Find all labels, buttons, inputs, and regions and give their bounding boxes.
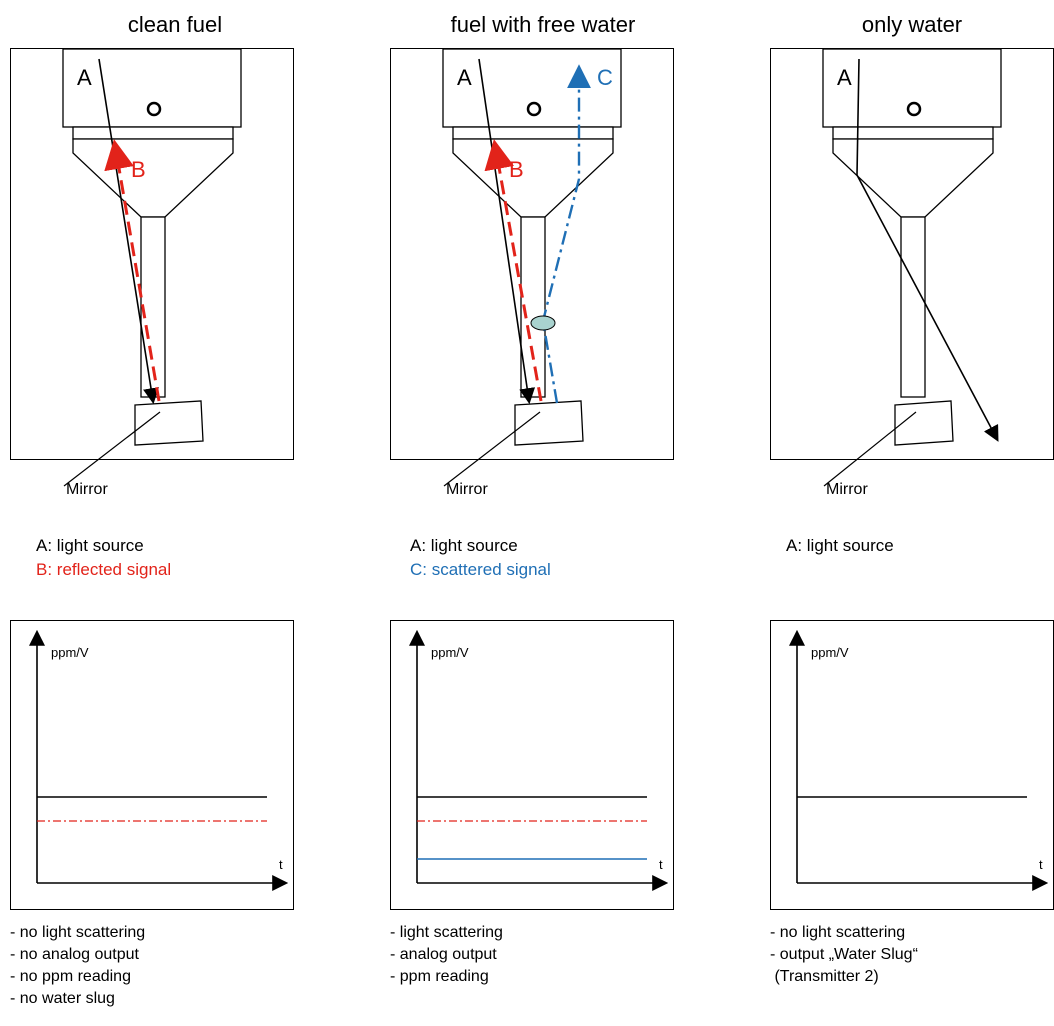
graph-fuel-with-free-water: ppm/V t — [390, 620, 674, 910]
reflected-signal-ray — [104, 139, 161, 402]
graph-clean-fuel: ppm/V t — [10, 620, 294, 910]
label-b: B — [131, 157, 146, 182]
mirror-pointer-line — [823, 411, 917, 487]
mirror-label: Mirror — [826, 481, 868, 498]
sensor-probe — [62, 49, 242, 446]
label-c: C — [597, 65, 613, 90]
title-clean-fuel: clean fuel — [127, 12, 223, 37]
water-droplet — [530, 315, 556, 331]
light-source-ray — [98, 58, 159, 405]
title-fuel-with-free-water: fuel with free water — [450, 12, 636, 37]
sensor-diagram-only-water: A — [770, 48, 1054, 460]
mirror-label: Mirror — [446, 481, 488, 498]
notes-fuel-with-free-water: - light scattering - analog output - ppm r… — [390, 922, 503, 988]
note-line: - no light scattering — [770, 924, 906, 941]
notes-only-water: - no light scattering - output „Water Slu… — [770, 922, 918, 988]
note-line: - no light scattering — [10, 924, 146, 941]
y-axis-label: ppm/V — [811, 645, 849, 660]
note-line: - output „Water Slug“ — [770, 946, 918, 963]
legend-reflected-signal: B: reflected signal — [36, 560, 172, 579]
legend-light-source: A: light source — [786, 536, 894, 555]
x-axis-label: t — [1039, 857, 1043, 872]
probe-screw-icon — [906, 101, 922, 117]
legend-light-source: A: light source — [36, 536, 144, 555]
scattered-signal-ray — [541, 64, 591, 404]
note-line: - light scattering — [390, 924, 503, 941]
legend-scattered-signal: C: scattered signal — [410, 560, 551, 579]
probe-screw-icon — [526, 101, 542, 117]
mirror-pointer-line — [63, 411, 161, 487]
legend-light-source: A: light source — [410, 536, 518, 555]
title-only-water: only water — [861, 12, 963, 37]
graph-only-water: ppm/V t — [770, 620, 1054, 910]
sensor-diagram-clean-fuel: A B — [10, 48, 294, 460]
mirror-label: Mirror — [66, 481, 108, 498]
note-line: (Transmitter 2) — [770, 968, 879, 985]
light-source-ray — [856, 58, 999, 442]
light-source-ray — [478, 58, 536, 405]
label-a: A — [77, 65, 92, 90]
label-a: A — [457, 65, 472, 90]
y-axis-label: ppm/V — [51, 645, 89, 660]
x-axis-label: t — [659, 857, 663, 872]
note-line: - no analog output — [10, 946, 139, 963]
mirror-pointer-line — [443, 411, 541, 487]
legend-only-water: A: light source — [786, 534, 894, 558]
sensor-diagram-fuel-with-free-water: A B C — [390, 48, 674, 460]
note-line: - ppm reading — [390, 968, 489, 985]
x-axis-label: t — [279, 857, 283, 872]
sensor-probe — [442, 49, 622, 446]
note-line: - no water slug — [10, 990, 115, 1007]
probe-screw-icon — [146, 101, 162, 117]
legend-clean-fuel: A: light source B: reflected signal — [36, 534, 171, 582]
legend-fuel-with-free-water: A: light source C: scattered signal — [410, 534, 551, 582]
notes-clean-fuel: - no light scattering - no analog output -… — [10, 922, 145, 1010]
label-b: B — [509, 157, 524, 182]
reflected-signal-ray — [484, 139, 543, 402]
label-a: A — [837, 65, 852, 90]
note-line: - analog output — [390, 946, 497, 963]
y-axis-label: ppm/V — [431, 645, 469, 660]
note-line: - no ppm reading — [10, 968, 131, 985]
